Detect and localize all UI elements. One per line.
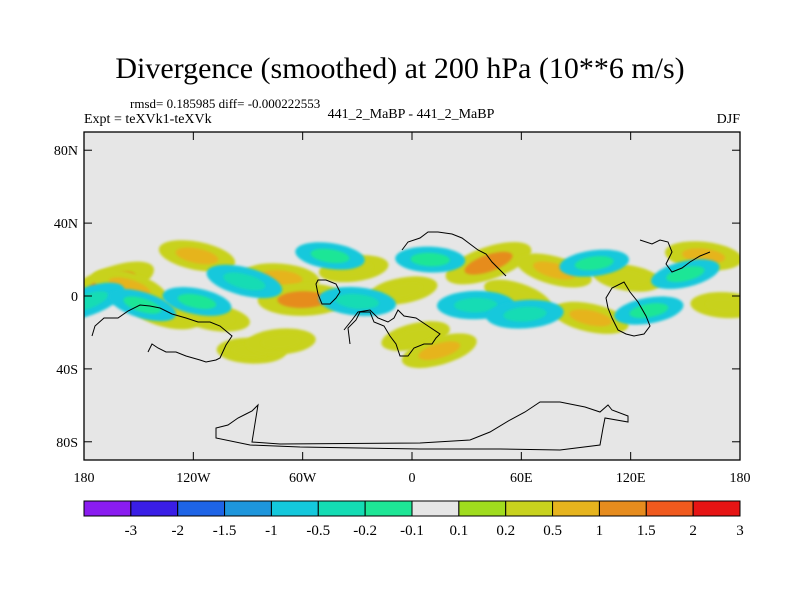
colorbar-swatch-8 xyxy=(458,500,507,517)
x-tick-label: 120W xyxy=(176,471,211,486)
coast-europe-asia xyxy=(401,231,507,277)
case-label: 441_2_MaBP - 441_2_MaBP xyxy=(327,107,495,122)
colorbar-label: 2 xyxy=(689,523,697,539)
negative-core-5 xyxy=(335,293,379,310)
stats-label: rmsd= 0.185985 diff= -0.000222553 xyxy=(130,96,321,111)
colorbar-swatch-0 xyxy=(83,500,132,517)
y-tick-label: 40N xyxy=(54,217,78,232)
colorbar-swatch-3 xyxy=(224,500,272,517)
coastlines xyxy=(91,231,711,451)
colorbar-label: -3 xyxy=(125,523,138,539)
y-tick-label: 80S xyxy=(56,436,78,451)
negative-core-8 xyxy=(503,306,547,322)
negative-core-4 xyxy=(310,248,350,264)
colorbar-label: 0.1 xyxy=(449,523,468,539)
colorbar-label: -1 xyxy=(265,523,278,539)
positive-core-11 xyxy=(396,328,435,344)
negative-core-10 xyxy=(629,303,669,319)
negative-core-7 xyxy=(454,297,498,313)
colorbar-label: -1.5 xyxy=(213,523,237,539)
colorbar-swatch-7 xyxy=(411,500,460,517)
positive-core-10 xyxy=(383,283,423,298)
coast-west-pacific xyxy=(639,239,711,273)
season-label: DJF xyxy=(716,112,740,127)
x-tick-label: 0 xyxy=(409,471,416,486)
colorbar-swatch-12 xyxy=(645,500,694,517)
coast-australia xyxy=(605,281,651,337)
positive-core-19 xyxy=(705,298,740,312)
colorbar: -3 -2 -1.5 -1 -0.5 -0.2 -0.1 0.1 0.2 0.5 1 1.5 2 3 xyxy=(83,500,744,539)
negative-core-2 xyxy=(223,272,266,291)
coast-antarctica xyxy=(215,401,629,451)
positive-core-13 xyxy=(464,251,513,275)
colorbar-swatch-13 xyxy=(692,500,741,517)
colorbar-label: 3 xyxy=(736,523,744,539)
y-tick-label: 80N xyxy=(54,144,78,159)
colorbar-swatch-4 xyxy=(270,500,319,517)
coast-south-america xyxy=(91,304,233,363)
colorbar-label: -2 xyxy=(171,523,184,539)
negative-core-6 xyxy=(410,252,450,267)
colorbar-label: 0.2 xyxy=(496,523,515,539)
colorbar-label: -0.2 xyxy=(353,523,377,539)
colorbar-label: -0.5 xyxy=(306,523,330,539)
chart-title: Divergence (smoothed) at 200 hPa (10**6 … xyxy=(115,52,685,85)
x-tick-label: 60W xyxy=(289,471,317,486)
x-tick-label: 180 xyxy=(74,471,95,486)
x-tick-label: 120E xyxy=(616,471,646,486)
colorbar-label: -0.1 xyxy=(400,523,424,539)
positive-core-7 xyxy=(277,291,328,309)
colorbar-swatch-11 xyxy=(598,500,647,517)
colorbar-label: 1 xyxy=(596,523,604,539)
colorbar-swatch-2 xyxy=(177,500,226,517)
x-tick-label: 180 xyxy=(730,471,751,486)
coast-africa xyxy=(343,309,441,357)
negative-core-0 xyxy=(84,291,109,312)
experiment-label: Expt = teXVk1-teXVk xyxy=(84,112,212,127)
colorbar-label: 1.5 xyxy=(637,523,656,539)
x-axis: 180 120W 60W 0 60E 120E 180 xyxy=(74,132,751,486)
positive-core-8 xyxy=(261,334,301,349)
positive-core-15 xyxy=(533,261,576,280)
negative-core-3 xyxy=(177,293,217,310)
negative-core-9 xyxy=(574,256,614,271)
positive-core-3 xyxy=(175,247,219,265)
colorbar-swatch-5 xyxy=(317,500,366,517)
positive-core-17 xyxy=(607,270,647,286)
colorbar-swatch-6 xyxy=(364,500,413,517)
y-axis: 80N 40N 0 40S 80S xyxy=(54,144,740,451)
y-tick-label: 40S xyxy=(56,363,78,378)
positive-core-16 xyxy=(569,309,612,327)
colorbar-swatch-1 xyxy=(130,500,179,517)
y-tick-label: 0 xyxy=(71,290,78,305)
colorbar-swatch-9 xyxy=(505,500,554,517)
positive-core-12 xyxy=(418,341,461,360)
colorbar-label: 0.5 xyxy=(543,523,562,539)
colorbar-swatch-10 xyxy=(552,500,600,517)
coast-north-america xyxy=(315,279,341,305)
x-tick-label: 60E xyxy=(510,471,533,486)
